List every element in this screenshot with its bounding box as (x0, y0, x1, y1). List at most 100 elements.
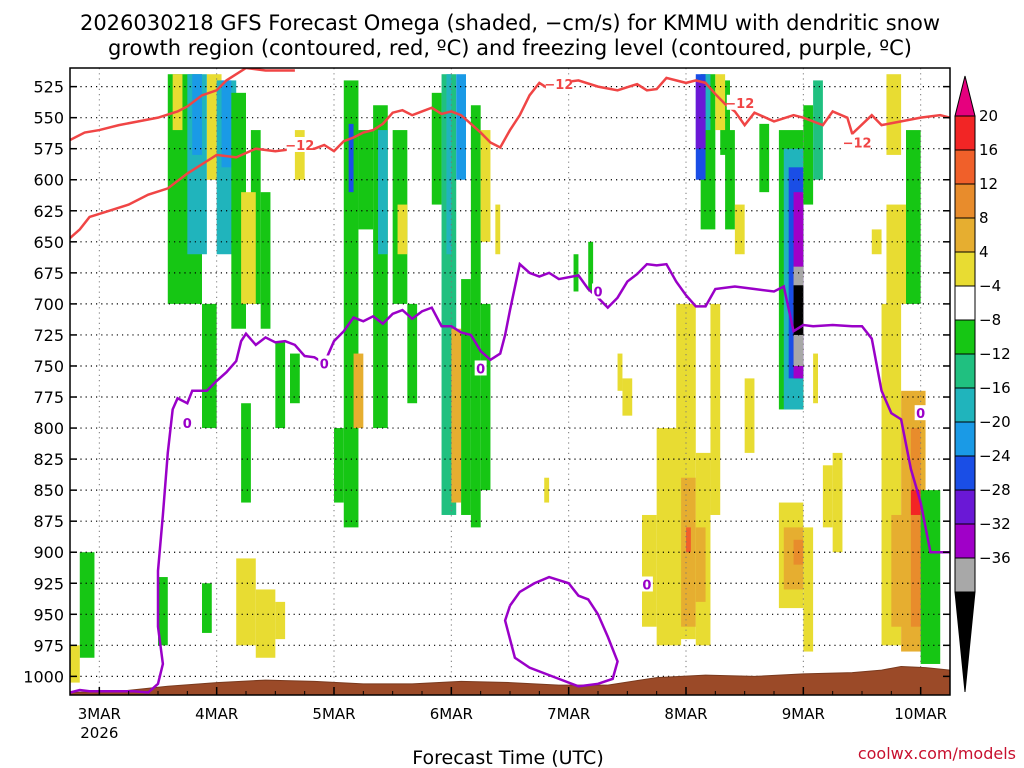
colorbar-legend: 20 16 12 8 4 −4 −8 −12 −16 −20 −24 −28 −32 −36 (954, 75, 1011, 693)
omega-cell (725, 130, 735, 230)
omega-cell (695, 527, 706, 602)
omega-cell (172, 74, 183, 131)
x-tick-label: 7MAR (547, 705, 590, 723)
omega-cell (715, 74, 726, 131)
freezing-contour-label: 0 (916, 407, 925, 422)
colorbar-bottom-arrow (954, 591, 976, 693)
x-tick-label: 3MAR (78, 705, 121, 723)
omega-cell (813, 353, 818, 404)
omega-cell (710, 303, 721, 515)
freezing-label-bg (181, 415, 194, 431)
omega-cell (822, 465, 833, 528)
y-tick-label: 850 (33, 481, 64, 500)
colorbar-segment (954, 421, 976, 457)
omega-cell (803, 527, 814, 652)
omega-cell (275, 341, 286, 429)
omega-cell (290, 353, 300, 404)
colorbar-label: −4 (979, 277, 1001, 295)
dgz-contour-label: −12 (843, 136, 872, 151)
dgz-contour-label: −12 (285, 139, 314, 154)
colorbar-segment (954, 353, 976, 389)
y-tick-label: 600 (33, 171, 64, 190)
y-tick-label: 625 (33, 202, 64, 221)
freezing-contour-label: 0 (642, 578, 651, 593)
colorbar-segment (954, 285, 976, 321)
omega-cell (260, 192, 271, 329)
omega-cell (886, 204, 906, 304)
omega-cell (378, 130, 388, 255)
omega-cell (803, 105, 814, 205)
freezing-contour-label: 0 (593, 285, 602, 300)
omega-cell (79, 552, 95, 658)
freezing-contour-label: 0 (183, 417, 192, 432)
freezing-label-bg (592, 283, 604, 299)
chart-title-line-2: growth region (contoured, red, ºC) and f… (108, 36, 912, 60)
freezing-label-bg (640, 576, 653, 592)
omega-cell (70, 645, 80, 683)
omega-cell (202, 303, 217, 429)
omega-cell (348, 123, 354, 193)
omega-cell (358, 130, 374, 230)
y-axis: 525 550 575 600 625 650 675 700 725 750 775 800 825 8… (23, 78, 950, 686)
omega-cell (480, 303, 491, 491)
y-tick-label: 800 (33, 419, 64, 438)
omega-cell (456, 74, 466, 180)
x-tick-label: 9MAR (782, 705, 825, 723)
dgz-contour-lower (70, 76, 950, 240)
freezing-label-bg (474, 360, 487, 376)
omega-cell (744, 378, 755, 453)
omega-cell (495, 204, 501, 255)
y-tick-label: 750 (33, 357, 64, 376)
y-tick-label: 550 (33, 109, 64, 128)
omega-cell (451, 328, 462, 503)
colorbar-segment (954, 489, 976, 525)
contours: −12 −12 −12 −12 0 0 0 0 0 0 (70, 68, 950, 694)
x-axis-label: Forecast Time (UTC) (412, 747, 603, 768)
omega-cell (686, 527, 691, 553)
omega-cell (573, 254, 579, 292)
omega-cell (275, 601, 286, 640)
colorbar-label: −36 (979, 549, 1011, 567)
dgz-label-bg (286, 136, 313, 152)
colorbar-label: 12 (979, 175, 998, 193)
omega-cell (202, 583, 212, 633)
omega-cell (446, 74, 452, 255)
freezing-contour (70, 261, 950, 694)
omega-cell (886, 74, 902, 155)
y-tick-label: 825 (33, 450, 64, 469)
dgz-contour-label: −12 (725, 97, 754, 112)
omega-cell (813, 80, 823, 180)
chart-title-line-1: 2026030218 GFS Forecast Omega (shaded, −… (80, 11, 940, 35)
colorbar-segment (954, 557, 976, 593)
plot-area: −12 −12 −12 −12 0 0 0 0 0 0 (70, 68, 950, 695)
colorbar-label: 8 (979, 209, 989, 227)
x-tick-label: 4MAR (195, 705, 238, 723)
colorbar-label: −20 (979, 413, 1011, 431)
dgz-contour-upper (70, 68, 295, 142)
colorbar-label: 16 (979, 141, 998, 159)
colorbar-segment (954, 251, 976, 287)
omega-cell (837, 477, 843, 491)
colorbar-label: −24 (979, 447, 1011, 465)
colorbar-label: −32 (979, 515, 1011, 533)
colorbar-label: −28 (979, 481, 1011, 499)
omega-cell (294, 130, 305, 180)
omega-cell (906, 130, 921, 304)
y-tick-label: 900 (33, 543, 64, 562)
y-tick-label: 675 (33, 264, 64, 283)
dgz-label-bg (844, 134, 871, 150)
y-tick-label: 775 (33, 388, 64, 407)
colorbar-label: −16 (979, 379, 1011, 397)
omega-cell (734, 204, 745, 255)
omega-cell (910, 490, 921, 515)
omega-cell (759, 123, 770, 193)
grid-lines (70, 68, 950, 695)
colorbar-segment (954, 319, 976, 355)
omega-cell (695, 80, 706, 149)
colorbar-label: 4 (979, 243, 989, 261)
omega-cell (588, 241, 594, 292)
y-tick-label: 700 (33, 295, 64, 314)
y-tick-label: 575 (33, 140, 64, 159)
